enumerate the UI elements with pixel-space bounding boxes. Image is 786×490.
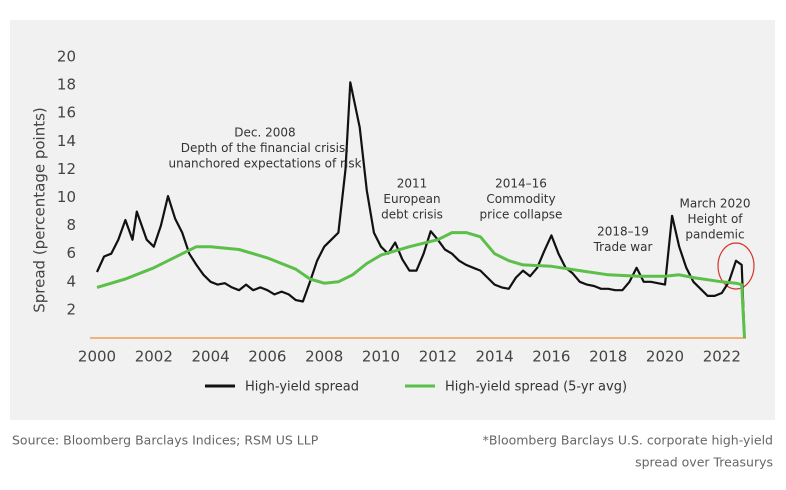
y-tick-label: 8	[66, 216, 76, 234]
annotation: price collapse	[480, 208, 563, 222]
highlight-circle	[717, 242, 755, 290]
annotation: March 2020	[680, 197, 751, 211]
y-tick-label: 16	[57, 104, 76, 122]
y-tick-label: 10	[57, 188, 76, 206]
legend-label: High-yield spread (5-yr avg)	[445, 380, 627, 395]
annotation: pandemic	[685, 228, 744, 242]
x-tick-label: 2010	[362, 348, 400, 366]
annotation: debt crisis	[381, 208, 443, 222]
y-tick-label: 12	[57, 160, 76, 178]
x-tick-label: 2002	[135, 348, 173, 366]
y-tick-label: 2	[66, 300, 76, 318]
annotation: 2014–16	[495, 177, 547, 191]
annotation: Dec. 2008	[234, 126, 295, 140]
annotation: Height of	[687, 212, 743, 226]
y-tick-label: 6	[66, 244, 76, 262]
x-tick-label: 2004	[192, 348, 230, 366]
x-tick-label: 2018	[589, 348, 627, 366]
annotation: 2011	[397, 177, 428, 191]
x-tick-label: 2008	[305, 348, 343, 366]
x-tick-label: 2000	[78, 348, 116, 366]
footnote: spread over Treasurys	[635, 455, 773, 470]
series-line	[96, 231, 746, 339]
y-axis-label: Spread (percentage points)	[31, 107, 49, 313]
source: Source: Bloomberg Barclays Indices; RSM …	[12, 433, 319, 448]
x-tick-label: 2016	[532, 348, 570, 366]
y-tick-label: 18	[57, 76, 76, 94]
footnote: *Bloomberg Barclays U.S. corporate high-…	[483, 433, 773, 448]
annotation: unanchored expectations of risk	[168, 157, 361, 171]
x-tick-label: 2022	[703, 348, 741, 366]
x-tick-label: 2006	[248, 348, 286, 366]
y-tick-label: 14	[57, 132, 76, 150]
y-tick-label: 4	[66, 272, 76, 290]
y-tick-label: 20	[57, 48, 76, 66]
chart-background	[10, 20, 775, 420]
annotation: Depth of the financial crisis:	[181, 141, 350, 155]
x-tick-label: 2012	[419, 348, 457, 366]
annotation: Commodity	[486, 192, 555, 206]
legend-label: High-yield spread	[245, 380, 359, 395]
annotation: 2018–19	[597, 225, 649, 239]
x-tick-label: 2020	[646, 348, 684, 366]
x-tick-label: 2014	[476, 348, 514, 366]
annotation: European	[383, 192, 440, 206]
annotation: Trade war	[593, 240, 653, 254]
